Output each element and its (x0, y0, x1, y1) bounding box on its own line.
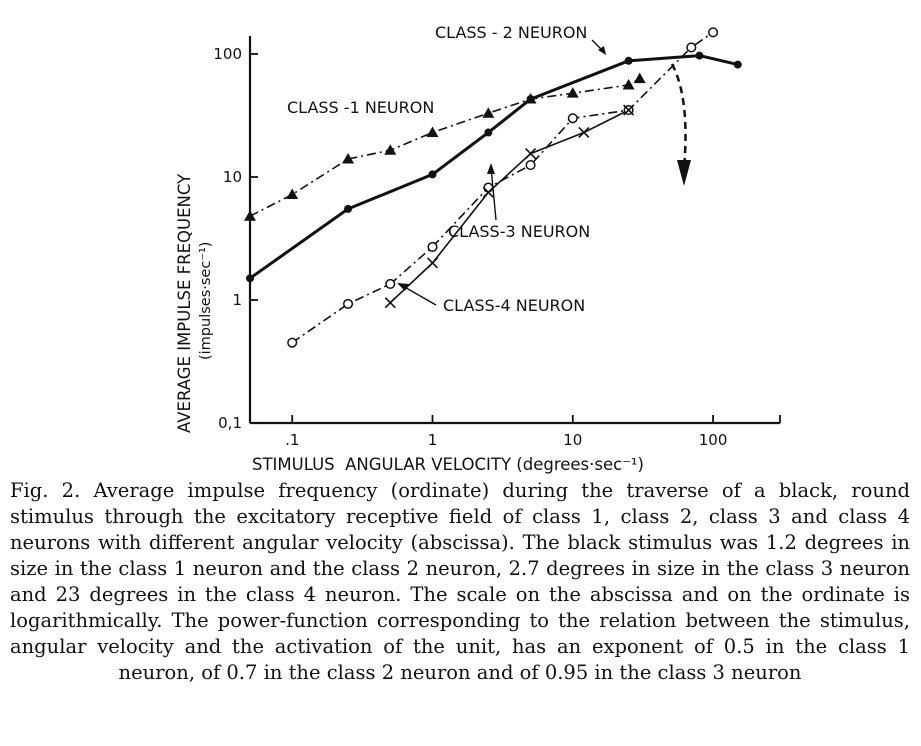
data-point-class-1 (566, 87, 579, 98)
data-point-class-1 (426, 126, 439, 137)
data-point-class-2 (484, 128, 493, 137)
y-axis-label: AVERAGE IMPULSE FREQUENCY (175, 173, 194, 433)
decline-arrow-shaft (670, 63, 687, 169)
y-tick-label: 1 (232, 291, 242, 309)
data-point-class-4 (524, 148, 537, 160)
data-point-class-2 (624, 56, 633, 65)
chart-series (249, 31, 739, 344)
annotation-class-2-arrowhead (598, 46, 606, 55)
data-point-class-2 (733, 60, 742, 69)
data-point-class-1 (244, 210, 256, 221)
y-tick-label: 10 (223, 168, 242, 186)
annotation-class-3-arrowhead (487, 163, 495, 174)
caption-text: Average impulse frequency (ordinate) dur… (10, 479, 910, 684)
annotation-class-4: CLASS-4 NEURON (443, 296, 585, 315)
series-line-class-2 (249, 54, 739, 280)
x-tick-label: 1 (428, 431, 438, 449)
data-point-class-2 (428, 170, 437, 179)
x-tick-label: 100 (699, 431, 728, 449)
chart: .1 1 10 100 0,1 1 10 100 CLASS - 2 NEURON CLASS… (175, 23, 781, 474)
data-point-class-3 (686, 42, 697, 53)
decline-arrowhead (677, 160, 691, 186)
data-point-class-4 (384, 297, 396, 309)
series-line-class-3 (291, 31, 714, 344)
data-point-class-4 (426, 257, 439, 269)
x-tick-label: 10 (563, 431, 582, 449)
series-line-class-4 (389, 109, 629, 304)
chart-markers (244, 27, 742, 348)
data-point-class-3 (343, 298, 354, 309)
data-point-class-3 (287, 337, 298, 348)
figure-caption: Fig. 2. Average impulse frequency (ordin… (10, 478, 910, 686)
axis-titles: STIMULUS ANGULAR VELOCITY (degrees·sec⁻¹… (175, 173, 644, 474)
data-point-class-1 (342, 153, 355, 164)
x-axis-label: STIMULUS ANGULAR VELOCITY (degrees·sec⁻¹… (252, 455, 644, 474)
annotation-class-2: CLASS - 2 NEURON (435, 23, 587, 42)
annotation-class-3-pointer (490, 166, 497, 221)
data-point-class-1 (482, 107, 495, 118)
data-point-class-3 (427, 241, 438, 252)
data-point-class-4 (623, 104, 635, 116)
data-point-class-1 (286, 188, 299, 200)
annotation-class-3: CLASS-3 NEURON (448, 222, 590, 241)
x-tick-label: .1 (285, 431, 299, 449)
annotation-class-4-arrowhead (397, 283, 409, 291)
y-axis-units: (impulses·sec⁻¹) (198, 242, 214, 360)
annotation-class-4-pointer (400, 284, 437, 306)
data-point-class-1 (384, 144, 397, 155)
data-point-class-2 (344, 204, 353, 213)
data-point-class-2 (695, 51, 704, 60)
data-point-class-3 (708, 27, 719, 38)
annotation-class-1: CLASS -1 NEURON (287, 98, 434, 117)
series-line-class-1 (249, 78, 641, 217)
data-point-class-2 (526, 95, 535, 104)
data-point-class-2 (246, 274, 254, 283)
data-point-class-3 (567, 113, 578, 124)
chart-axes: .1 1 10 100 0,1 1 10 100 (213, 36, 781, 449)
data-point-class-4 (578, 126, 590, 139)
data-point-class-3 (483, 182, 494, 193)
data-point-class-4 (482, 186, 494, 198)
data-point-class-1 (633, 72, 646, 84)
data-point-class-3 (525, 160, 536, 171)
figure-number: Fig. 2. (10, 479, 81, 502)
y-tick-label: 0,1 (218, 414, 242, 432)
y-tick-label: 100 (213, 45, 242, 63)
data-point-class-1 (622, 78, 635, 90)
chart-annotations: CLASS - 2 NEURON CLASS -1 NEURON CLASS-3… (287, 23, 691, 315)
data-point-class-3 (385, 278, 396, 290)
